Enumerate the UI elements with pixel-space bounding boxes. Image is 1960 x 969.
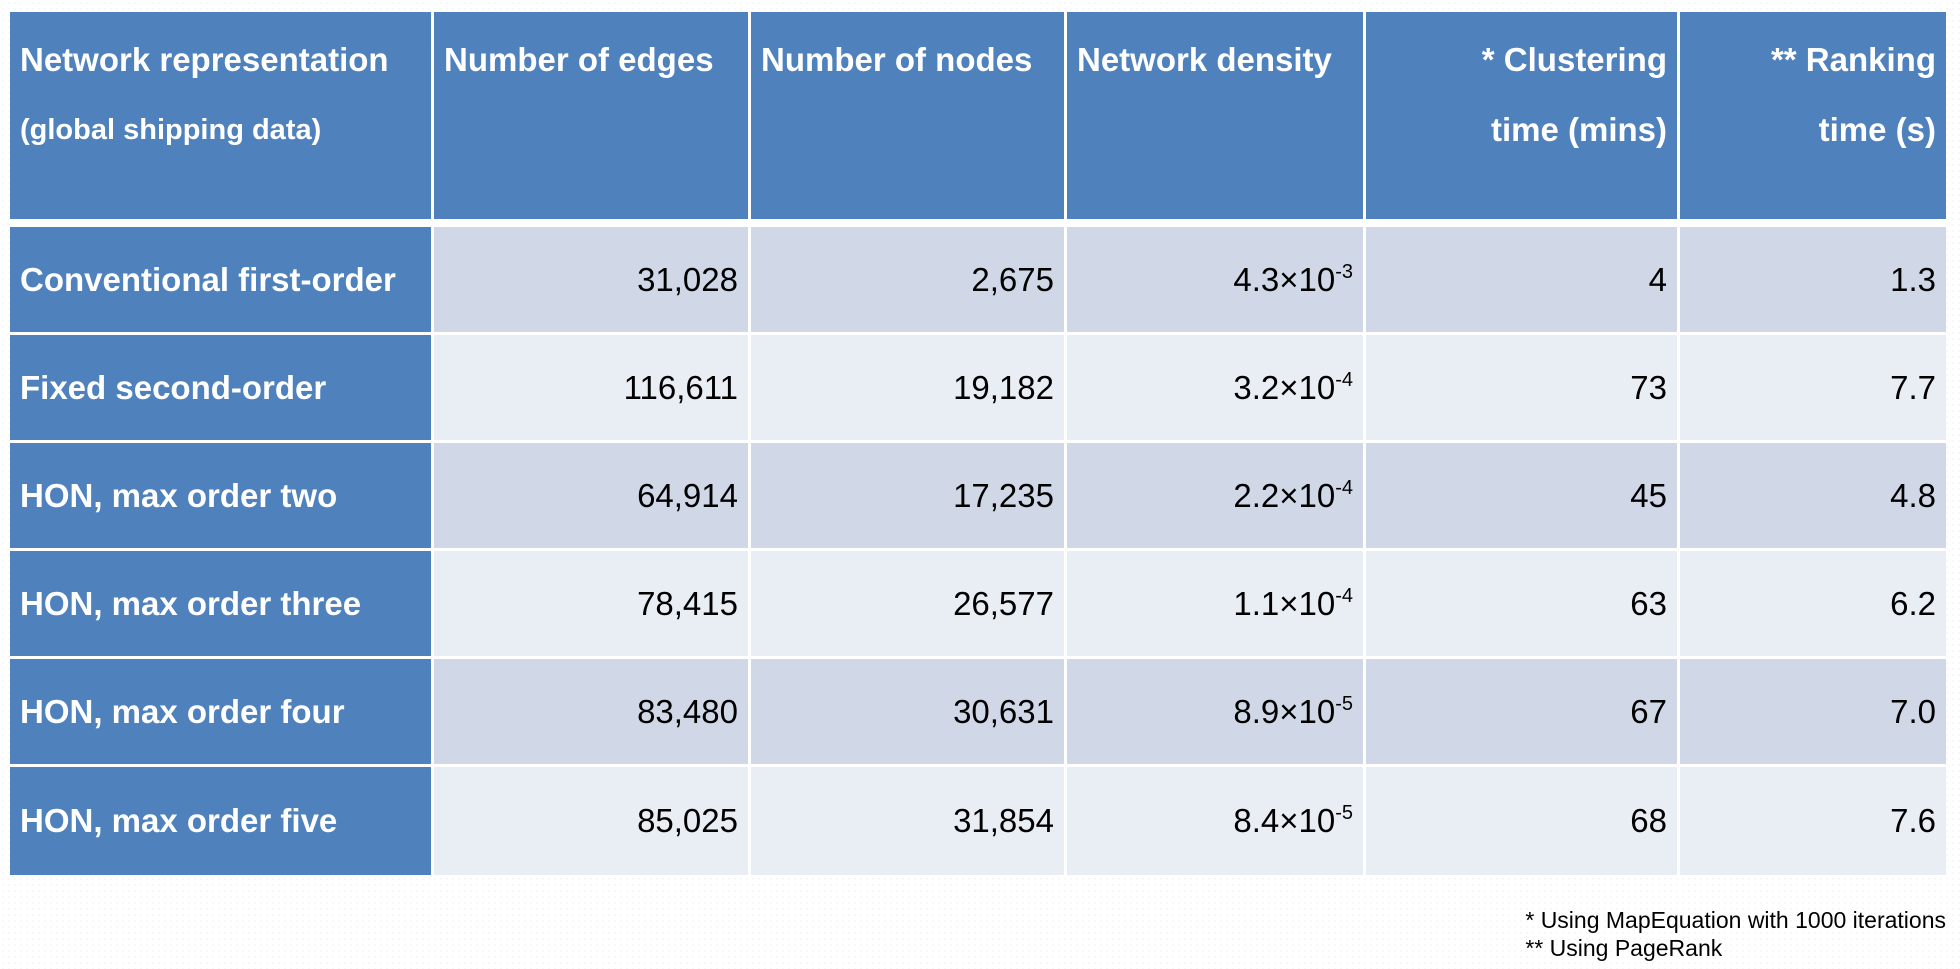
header-ranking-time: ** Ranking time (s): [1680, 12, 1946, 227]
cell-density: 2.2×10-4: [1067, 443, 1366, 551]
density-exponent: -4: [1335, 476, 1353, 499]
cell-edges: 31,028: [434, 227, 751, 335]
cell-clustering-time: 4: [1366, 227, 1680, 335]
density-mantissa: 8.9×10: [1233, 692, 1336, 730]
table-row: Conventional first-order 31,028 2,675 4.3×1…: [10, 227, 1946, 335]
row-label: HON, max order two: [10, 443, 434, 551]
cell-density: 4.3×10-3: [1067, 227, 1366, 335]
cell-edges: 83,480: [434, 659, 751, 767]
density-mantissa: 2.2×10: [1233, 476, 1336, 514]
table-row: HON, max order four 83,480 30,631 8.9×10-5 6…: [10, 659, 1946, 767]
table-row: HON, max order two 64,914 17,235 2.2×10-4 45…: [10, 443, 1946, 551]
header-line: * Clustering: [1481, 41, 1667, 78]
cell-ranking-time: 6.2: [1680, 551, 1946, 659]
cell-density: 8.4×10-5: [1067, 767, 1366, 875]
header-line: Number of edges: [444, 41, 714, 78]
header-row: Network representation (global shipping …: [10, 12, 1946, 227]
density-exponent: -4: [1335, 368, 1353, 391]
footnote-ranking: ** Using PageRank: [1525, 935, 1723, 961]
cell-nodes: 31,854: [751, 767, 1067, 875]
row-label: HON, max order five: [10, 767, 434, 875]
cell-edges: 64,914: [434, 443, 751, 551]
header-clustering-time: * Clustering time (mins): [1366, 12, 1680, 227]
row-label: HON, max order three: [10, 551, 434, 659]
header-network-density: Network density: [1067, 12, 1366, 227]
row-label: Conventional first-order: [10, 227, 434, 335]
cell-clustering-time: 73: [1366, 335, 1680, 443]
table-row: Fixed second-order 116,611 19,182 3.2×10-4 7…: [10, 335, 1946, 443]
header-number-of-edges: Number of edges: [434, 12, 751, 227]
table-body: Conventional first-order 31,028 2,675 4.3×1…: [10, 227, 1946, 875]
header-line: Network density: [1077, 41, 1332, 78]
cell-clustering-time: 67: [1366, 659, 1680, 767]
cell-nodes: 2,675: [751, 227, 1067, 335]
cell-density: 8.9×10-5: [1067, 659, 1366, 767]
row-label: HON, max order four: [10, 659, 434, 767]
cell-ranking-time: 1.3: [1680, 227, 1946, 335]
network-comparison-table: Network representation (global shipping …: [10, 12, 1946, 875]
cell-ranking-time: 7.7: [1680, 335, 1946, 443]
header-line: Network representation: [20, 41, 389, 78]
density-mantissa: 3.2×10: [1233, 368, 1336, 406]
cell-clustering-time: 68: [1366, 767, 1680, 875]
density-exponent: -4: [1335, 584, 1353, 607]
cell-clustering-time: 45: [1366, 443, 1680, 551]
header-number-of-nodes: Number of nodes: [751, 12, 1067, 227]
footnote-clustering: * Using MapEquation with 1000 iterations: [1525, 907, 1946, 933]
header-line: Number of nodes: [761, 41, 1033, 78]
cell-edges: 116,611: [434, 335, 751, 443]
density-mantissa: 8.4×10: [1233, 802, 1336, 839]
table-row: HON, max order five 85,025 31,854 8.4×10-5 6…: [10, 767, 1946, 875]
cell-ranking-time: 7.6: [1680, 767, 1946, 875]
cell-density: 1.1×10-4: [1067, 551, 1366, 659]
density-exponent: -5: [1335, 802, 1353, 824]
header-line: time (mins): [1490, 111, 1667, 148]
cell-nodes: 17,235: [751, 443, 1067, 551]
cell-nodes: 19,182: [751, 335, 1067, 443]
header-line: ** Ranking: [1770, 41, 1936, 78]
cell-density: 3.2×10-4: [1067, 335, 1366, 443]
table-row: HON, max order three 78,415 26,577 1.1×10-4…: [10, 551, 1946, 659]
cell-edges: 85,025: [434, 767, 751, 875]
header-network-representation: Network representation (global shipping …: [10, 12, 434, 227]
cell-nodes: 26,577: [751, 551, 1067, 659]
header-line: (global shipping data): [20, 114, 322, 146]
row-label: Fixed second-order: [10, 335, 434, 443]
cell-nodes: 30,631: [751, 659, 1067, 767]
cell-ranking-time: 4.8: [1680, 443, 1946, 551]
density-exponent: -5: [1335, 692, 1353, 715]
cell-ranking-time: 7.0: [1680, 659, 1946, 767]
density-mantissa: 4.3×10: [1233, 260, 1336, 298]
footnotes: * Using MapEquation with 1000 iterations…: [1525, 906, 1946, 962]
header-line: time (s): [1818, 111, 1936, 148]
density-mantissa: 1.1×10: [1233, 584, 1336, 622]
cell-clustering-time: 63: [1366, 551, 1680, 659]
cell-edges: 78,415: [434, 551, 751, 659]
density-exponent: -3: [1335, 260, 1353, 283]
